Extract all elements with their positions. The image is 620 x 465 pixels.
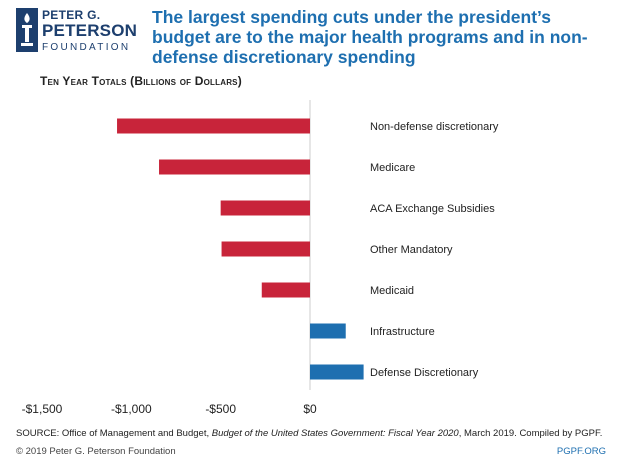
bar-aca-exchange-subsidies	[220, 200, 310, 216]
category-label: Other Mandatory	[370, 244, 453, 256]
bar-chart: Non-defense discretionary Medicare ACA Exc…	[22, 100, 499, 416]
source-prefix: SOURCE: Office of Management and Budget,	[16, 428, 212, 439]
bar-non-defense-discretionary	[117, 118, 310, 134]
category-label: Medicaid	[370, 285, 414, 297]
site-link[interactable]: PGPF.ORG	[556, 446, 606, 457]
bar-other-mandatory	[221, 241, 310, 257]
logo-text-line1: PETER G.	[42, 8, 101, 22]
source-note: SOURCE: Office of Management and Budget,…	[16, 428, 616, 439]
headline: The largest spending cuts under the pres…	[152, 7, 588, 67]
chart-title: Ten Year Totals (Billions of Dollars)	[40, 74, 242, 88]
copyright: © 2019 Peter G. Peterson Foundation	[16, 446, 176, 457]
bar-medicare	[159, 159, 310, 175]
x-tick-label: -$1,000	[111, 402, 152, 416]
category-label: ACA Exchange Subsidies	[370, 203, 495, 215]
source-suffix: , March 2019. Compiled by PGPF.	[458, 428, 603, 439]
category-label: Medicare	[370, 162, 415, 174]
bar-medicaid	[261, 282, 310, 298]
torch-icon	[16, 8, 38, 52]
x-tick-label: -$500	[205, 402, 236, 416]
category-label: Defense Discretionary	[370, 367, 479, 379]
category-label: Infrastructure	[370, 326, 435, 338]
category-label: Non-defense discretionary	[370, 121, 499, 133]
x-tick-label: $0	[303, 402, 317, 416]
bar-defense-discretionary	[310, 364, 364, 380]
logo-text-line3: FOUNDATION	[42, 42, 131, 53]
source-title: Budget of the United States Government: …	[211, 428, 459, 439]
logo-text-line2: PETERSON	[42, 21, 138, 40]
x-tick-label: -$1,500	[22, 402, 63, 416]
pgpf-logo: PETER G. PETERSON FOUNDATION	[16, 6, 146, 62]
bar-infrastructure	[310, 323, 346, 339]
